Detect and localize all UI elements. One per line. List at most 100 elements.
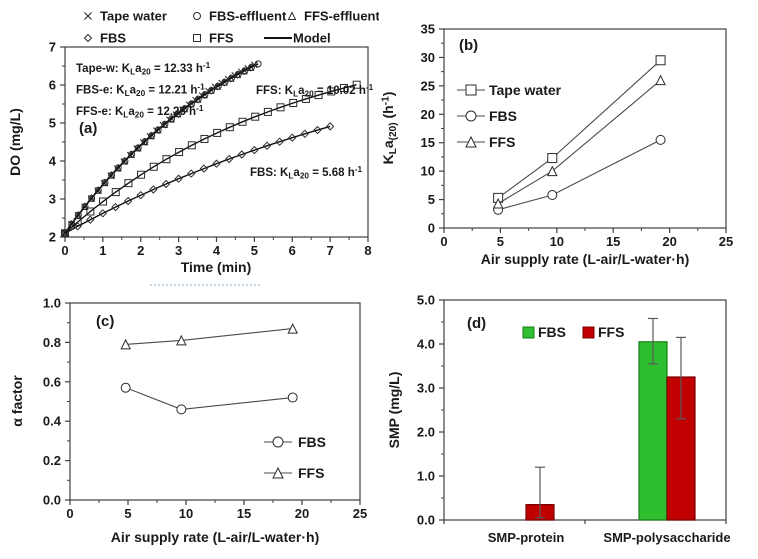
annotation: Tape-w: KLa20 = 12.33 h-1 — [76, 61, 211, 76]
annotation: FBS: KLa20 = 5.68 h-1 — [250, 165, 362, 180]
panel-letter: (a) — [79, 120, 97, 137]
circle-marker-icon — [193, 12, 201, 20]
chart-c: 0 5 10 15 20 25 0.0 0.2 0.4 0.6 0.8 1.0 Air supply r… — [9, 296, 367, 546]
x-tick-label: 1 — [99, 243, 106, 258]
panel-d-smp-bars: 0.0 1.0 2.0 3.0 4.0 5.0 SMP (mg/L) (d) SMP-prote… — [379, 290, 758, 559]
annotation: FBS-e: KLa20 = 12.21 h-1 — [76, 83, 205, 98]
x-tick-label: 3 — [175, 243, 182, 258]
circle-marker-icon — [161, 120, 169, 128]
legend-label: Model — [293, 31, 331, 46]
square-marker-icon — [251, 112, 260, 121]
square-marker-icon — [175, 148, 184, 157]
square-marker-icon — [547, 153, 558, 164]
series-ffs — [120, 322, 299, 350]
square-marker-icon — [193, 34, 201, 42]
circle-marker-icon — [88, 194, 96, 202]
diamond-marker-icon — [60, 228, 70, 238]
diamond-marker-icon — [83, 33, 93, 43]
diamond-marker-icon — [149, 185, 158, 194]
diamond-marker-icon — [73, 222, 82, 231]
y-axis-label: SMP (mg/L) — [386, 372, 402, 449]
y-tick-label: 3.0 — [417, 381, 435, 396]
x-tick-label: 7 — [327, 243, 334, 258]
category-label: SMP-polysaccharide — [603, 530, 730, 545]
circle-marker-icon — [234, 70, 242, 78]
y-tick-label: 4 — [49, 154, 57, 169]
x-tick-label: 20 — [295, 506, 309, 521]
circle-marker-icon — [272, 436, 284, 448]
circle-marker-icon — [128, 150, 136, 158]
circle-marker-icon — [81, 203, 89, 211]
circle-marker-icon — [228, 74, 236, 82]
model-curve — [64, 63, 259, 234]
diamond-marker-icon — [224, 154, 234, 164]
diamond-marker-icon — [300, 129, 310, 139]
square-marker-icon — [162, 155, 171, 164]
annotation: FFS: KLa20 = 10.02 h-1 — [256, 83, 374, 98]
y-tick-label: 4.0 — [417, 337, 435, 352]
circle-marker-icon — [181, 105, 189, 113]
bar-series-ffs — [525, 376, 696, 521]
circle-marker-icon — [201, 91, 209, 99]
tick-labels: 0 1 2 3 4 5 6 7 8 2 3 4 5 6 7 — [49, 40, 372, 259]
y-tick-label: 1.0 — [417, 469, 435, 484]
legend-label: FFS — [209, 31, 234, 46]
triangle-marker-icon — [272, 466, 284, 479]
chart-b: 0 5 10 15 20 25 0 5 10 15 20 25 30 35 Air supply rate … — [380, 22, 733, 268]
legend-label: FBS — [489, 108, 517, 124]
circle-marker-icon — [101, 179, 109, 187]
y-tick-label: 5 — [49, 116, 56, 131]
series-line — [497, 79, 661, 205]
category-label: SMP-protein — [488, 530, 565, 545]
y-tick-label: 6 — [49, 78, 56, 93]
circle-marker-icon — [241, 67, 249, 75]
y-tick-label: 15 — [421, 135, 435, 150]
y-tick-label: 5.0 — [417, 293, 435, 308]
series-ffs — [492, 74, 666, 209]
y-tick-label: 0.6 — [43, 374, 61, 389]
x-tick-label: 4 — [213, 243, 221, 258]
series-fbs — [493, 134, 666, 215]
legend-label: Tape water — [489, 82, 562, 98]
x-tick-label: 25 — [353, 506, 367, 521]
bar-series-fbs — [638, 341, 668, 521]
model-curve — [64, 84, 357, 234]
panel-letter: (d) — [467, 315, 486, 332]
circle-marker-icon — [287, 392, 298, 403]
chart-a: 0 1 2 3 4 5 6 7 8 2 3 4 5 6 7 Time (min) DO (mg/L) (a) Tap… — [7, 9, 380, 286]
triangle-marker-icon — [655, 74, 666, 86]
square-marker-icon — [187, 141, 196, 150]
square-marker-icon — [301, 94, 310, 103]
circle-marker-icon — [221, 78, 229, 86]
series-line — [497, 59, 661, 199]
square-marker-icon — [289, 99, 298, 108]
y-tick-label: 0.0 — [417, 513, 435, 528]
x-tick-label: 25 — [719, 234, 733, 249]
x-axis-label: Air supply rate (L-air/L-water·h) — [481, 251, 689, 267]
diamond-marker-icon — [86, 215, 95, 224]
legend-label: FBS — [100, 31, 126, 46]
legend-swatch-icon — [582, 326, 595, 339]
triangle-marker-icon — [120, 338, 131, 350]
diamond-marker-icon — [187, 169, 196, 178]
x-tick-label: 8 — [364, 243, 371, 258]
diamond-marker-icon — [174, 174, 183, 183]
circle-marker-icon — [208, 86, 216, 94]
y-axis-label: DO (mg/L) — [7, 108, 23, 176]
axes — [439, 28, 727, 233]
circle-marker-icon — [194, 95, 202, 103]
model-curve — [64, 125, 331, 234]
y-tick-label: 10 — [421, 164, 435, 179]
circle-marker-icon — [188, 100, 196, 108]
category-ticks — [443, 520, 727, 524]
y-tick-label: 5 — [428, 192, 435, 207]
x-tick-label: 5 — [124, 506, 131, 521]
circle-marker-icon — [120, 382, 131, 393]
y-tick-label: 7 — [49, 40, 56, 55]
x-axis-label: Air supply rate (L-air/L-water·h) — [111, 529, 319, 545]
circle-marker-icon — [94, 186, 102, 194]
diamond-marker-icon — [237, 150, 246, 159]
tick-labels: 0.0 1.0 2.0 3.0 4.0 5.0 — [417, 293, 435, 528]
square-marker-icon — [655, 55, 666, 66]
panel-a-do-vs-time: 0 1 2 3 4 5 6 7 8 2 3 4 5 6 7 Time (min) DO (mg/L) (a) Tap… — [0, 0, 380, 290]
